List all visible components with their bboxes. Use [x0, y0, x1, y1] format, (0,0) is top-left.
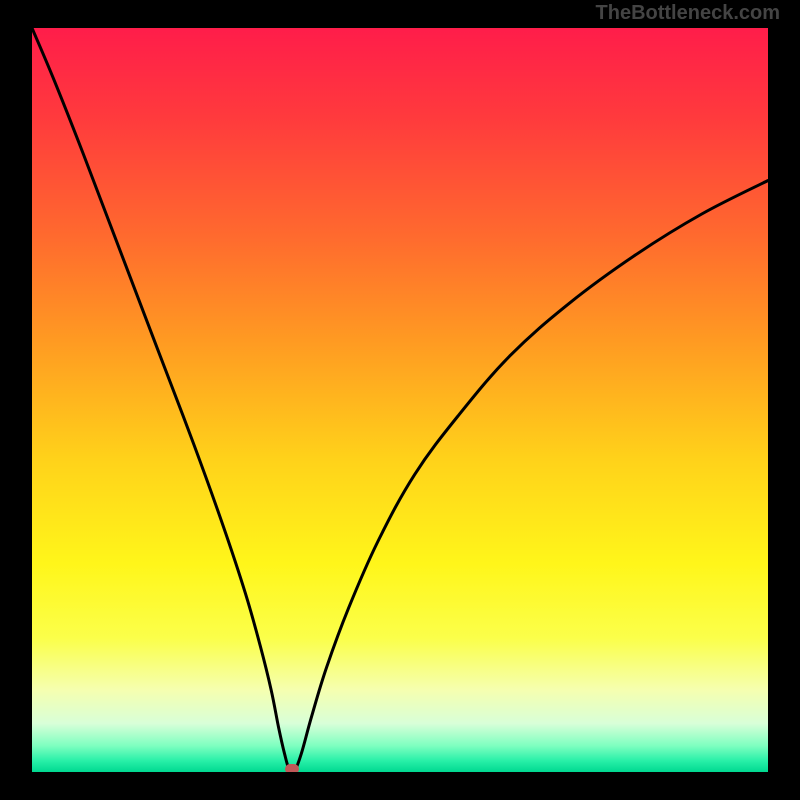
chart-frame: TheBottleneck.com — [0, 0, 800, 800]
plot-area — [32, 28, 768, 772]
curve-path — [32, 28, 768, 772]
watermark-text: TheBottleneck.com — [596, 2, 780, 25]
minimum-marker — [285, 764, 299, 772]
bottleneck-curve — [32, 28, 768, 772]
